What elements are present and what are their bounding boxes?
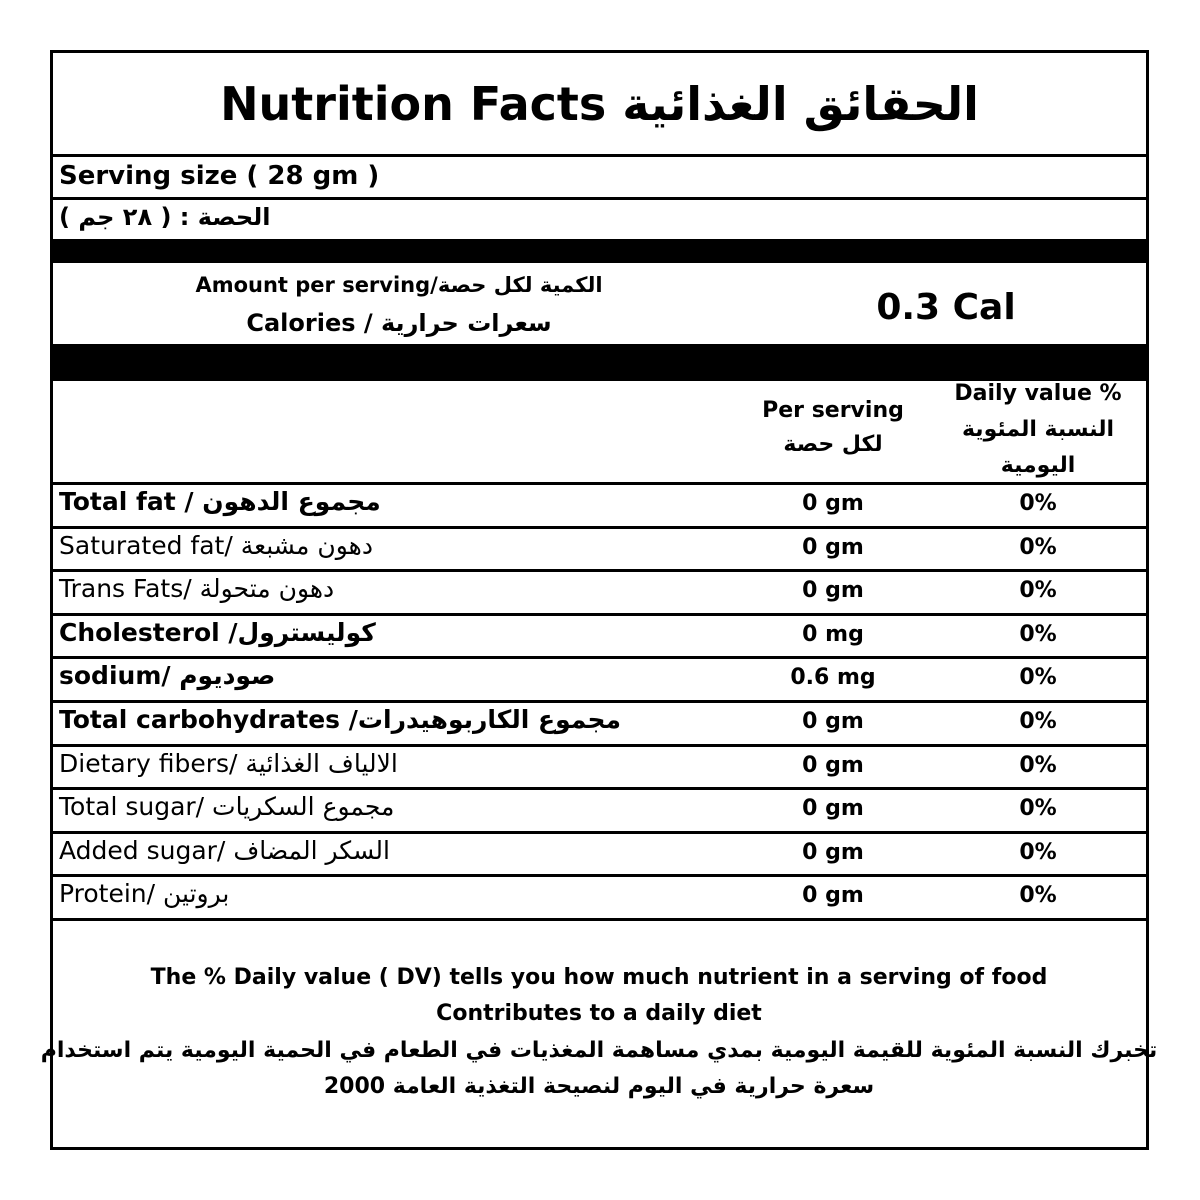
divider [53, 482, 1146, 485]
nutrient-name: Dietary fibers/ الالياف الغذائية [59, 748, 398, 778]
thick-divider [53, 239, 1146, 263]
divider [53, 787, 1146, 791]
per-serving: 0 mg [802, 621, 864, 647]
divider [53, 525, 1146, 529]
column-header: النسبة المئوية [961, 417, 1115, 442]
serving-size-arabic: الحصة : ( ٢٨ جم ) [59, 203, 271, 231]
divider [53, 743, 1146, 747]
footnote: تخبرك النسبة المئوية للقيمة اليومية بمدي… [40, 1038, 1158, 1063]
column-header: اليومية [1000, 453, 1076, 478]
per-serving: 0 gm [802, 883, 864, 909]
per-serving: 0 gm [802, 578, 864, 604]
daily-value: 0% [1019, 491, 1057, 516]
nutrient-name: sodium/ صوديوم [59, 661, 276, 691]
daily-value: 0% [1019, 883, 1057, 909]
serving-size: Serving size ( 28 gm ) [59, 161, 380, 191]
nutrient-name: Cholesterol /كوليسترول [59, 617, 376, 647]
daily-value: 0% [1019, 578, 1057, 604]
nutrient-name: Saturated fat/ دهون مشبعة [59, 530, 373, 560]
calories-label: Calories / سعرات حرارية [246, 309, 552, 337]
divider [53, 874, 1146, 878]
daily-value: 0% [1019, 709, 1057, 734]
nutrition-label: Nutrition Facts الحقائق الغذائية Serving… [41, 50, 1157, 1150]
nutrient-name: Total fat / مجموع الدهون [59, 487, 381, 516]
calories-value: 0.3 Cal [876, 287, 1016, 328]
per-serving: 0 gm [802, 839, 864, 865]
column-header: لكل حصة [783, 432, 883, 457]
divider [53, 830, 1146, 834]
nutrient-name: Trans Fats/ دهون متحولة [59, 574, 335, 604]
divider [53, 656, 1146, 660]
footnote: Contributes to a daily diet [436, 1001, 762, 1026]
nutrient-name: Total sugar/ مجموع السكريات [59, 792, 395, 822]
title: Nutrition Facts الحقائق الغذائية [220, 77, 979, 131]
divider [53, 569, 1146, 573]
daily-value: 0% [1019, 665, 1057, 691]
per-serving: 0.6 mg [790, 665, 876, 691]
nutrient-name: Total carbohydrates /مجموع الكاربوهيدرات [59, 705, 622, 734]
daily-value: 0% [1019, 752, 1057, 778]
footnote: سعرة حرارية في اليوم لنصيحة التغذية العا… [323, 1074, 875, 1099]
column-header: Daily value % [954, 381, 1122, 406]
daily-value: 0% [1019, 839, 1057, 865]
daily-value: 0% [1019, 796, 1057, 822]
column-header: Per serving [762, 398, 904, 423]
divider [53, 612, 1146, 616]
divider [53, 700, 1146, 703]
per-serving: 0 gm [802, 752, 864, 778]
divider [53, 918, 1146, 921]
daily-value: 0% [1019, 534, 1057, 560]
per-serving: 0 gm [802, 796, 864, 822]
nutrient-name: Protein/ بروتين [59, 879, 230, 909]
divider [53, 154, 1146, 157]
footnote: The % Daily value ( DV) tells you how mu… [150, 965, 1048, 990]
per-serving: 0 gm [802, 709, 864, 734]
thick-divider [53, 344, 1146, 381]
per-serving: 0 gm [802, 491, 864, 516]
daily-value: 0% [1019, 621, 1057, 647]
nutrient-name: Added sugar/ السكر المضاف [59, 835, 390, 865]
divider [53, 197, 1146, 200]
per-serving: 0 gm [802, 534, 864, 560]
amount-label: Amount per serving/الكمية لكل حصة [195, 273, 603, 297]
